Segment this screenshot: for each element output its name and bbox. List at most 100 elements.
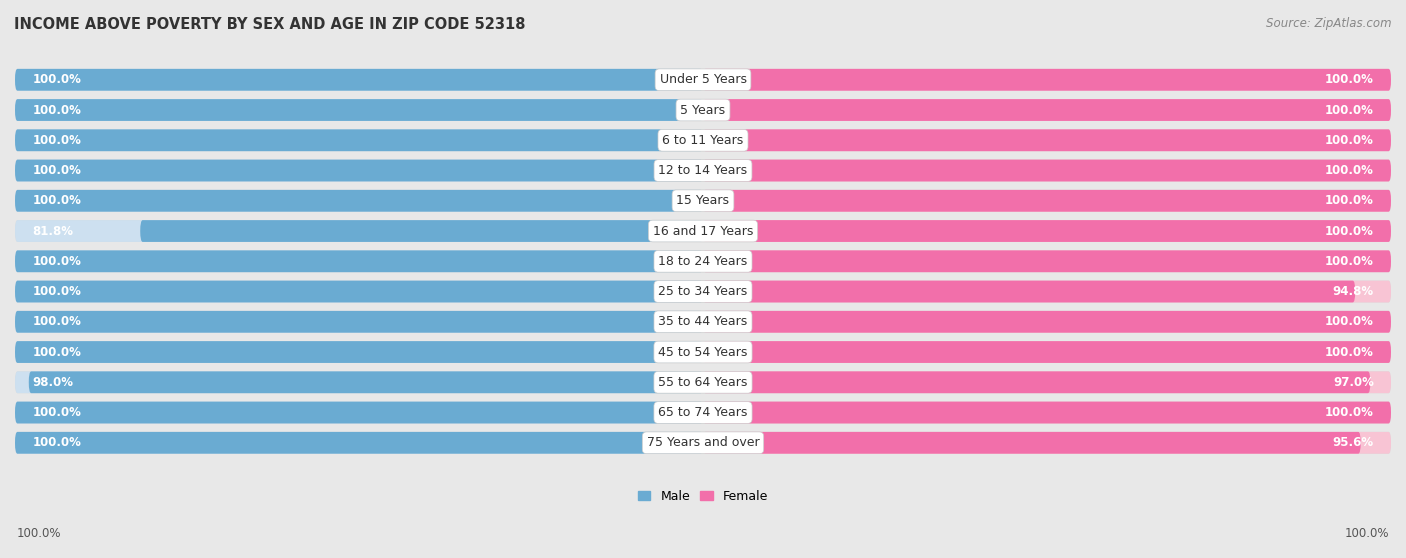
FancyBboxPatch shape [15, 402, 703, 424]
FancyBboxPatch shape [15, 190, 703, 211]
FancyBboxPatch shape [703, 432, 1391, 454]
FancyBboxPatch shape [703, 69, 1391, 90]
FancyBboxPatch shape [703, 311, 1391, 333]
FancyBboxPatch shape [15, 251, 703, 272]
Text: 100.0%: 100.0% [1324, 134, 1374, 147]
Text: 100.0%: 100.0% [1324, 194, 1374, 207]
Legend: Male, Female: Male, Female [633, 485, 773, 508]
Text: 100.0%: 100.0% [1324, 315, 1374, 328]
FancyBboxPatch shape [703, 129, 1391, 151]
Text: 98.0%: 98.0% [32, 376, 73, 389]
FancyBboxPatch shape [703, 432, 1361, 454]
FancyBboxPatch shape [15, 311, 703, 333]
FancyBboxPatch shape [703, 341, 1391, 363]
Text: 45 to 54 Years: 45 to 54 Years [658, 345, 748, 359]
Text: 100.0%: 100.0% [32, 315, 82, 328]
Text: 100.0%: 100.0% [1344, 527, 1389, 540]
FancyBboxPatch shape [15, 341, 703, 363]
FancyBboxPatch shape [15, 160, 703, 181]
FancyBboxPatch shape [15, 432, 703, 454]
Text: Under 5 Years: Under 5 Years [659, 73, 747, 86]
FancyBboxPatch shape [703, 372, 1371, 393]
Text: Source: ZipAtlas.com: Source: ZipAtlas.com [1267, 17, 1392, 30]
Text: 100.0%: 100.0% [1324, 224, 1374, 238]
FancyBboxPatch shape [15, 341, 1391, 363]
FancyBboxPatch shape [15, 160, 1391, 181]
FancyBboxPatch shape [703, 160, 1391, 181]
FancyBboxPatch shape [15, 372, 703, 393]
Text: 16 and 17 Years: 16 and 17 Years [652, 224, 754, 238]
Text: 100.0%: 100.0% [32, 345, 82, 359]
FancyBboxPatch shape [703, 372, 1391, 393]
Text: 25 to 34 Years: 25 to 34 Years [658, 285, 748, 298]
FancyBboxPatch shape [15, 99, 1391, 121]
Text: 65 to 74 Years: 65 to 74 Years [658, 406, 748, 419]
Text: 100.0%: 100.0% [32, 194, 82, 207]
FancyBboxPatch shape [141, 220, 703, 242]
Text: 97.0%: 97.0% [1333, 376, 1374, 389]
Text: 100.0%: 100.0% [1324, 345, 1374, 359]
FancyBboxPatch shape [703, 251, 1391, 272]
FancyBboxPatch shape [15, 129, 1391, 151]
Text: 6 to 11 Years: 6 to 11 Years [662, 134, 744, 147]
FancyBboxPatch shape [703, 251, 1391, 272]
FancyBboxPatch shape [703, 281, 1391, 302]
Text: 100.0%: 100.0% [32, 285, 82, 298]
FancyBboxPatch shape [15, 69, 1391, 90]
FancyBboxPatch shape [703, 99, 1391, 121]
FancyBboxPatch shape [703, 129, 1391, 151]
FancyBboxPatch shape [15, 432, 703, 454]
Text: 100.0%: 100.0% [17, 527, 62, 540]
Text: 35 to 44 Years: 35 to 44 Years [658, 315, 748, 328]
Text: 5 Years: 5 Years [681, 104, 725, 117]
Text: 100.0%: 100.0% [32, 164, 82, 177]
FancyBboxPatch shape [703, 160, 1391, 181]
FancyBboxPatch shape [15, 251, 1391, 272]
Text: 100.0%: 100.0% [32, 406, 82, 419]
Text: INCOME ABOVE POVERTY BY SEX AND AGE IN ZIP CODE 52318: INCOME ABOVE POVERTY BY SEX AND AGE IN Z… [14, 17, 526, 32]
FancyBboxPatch shape [703, 69, 1391, 90]
FancyBboxPatch shape [15, 311, 1391, 333]
Text: 100.0%: 100.0% [32, 134, 82, 147]
Text: 100.0%: 100.0% [1324, 104, 1374, 117]
FancyBboxPatch shape [703, 402, 1391, 424]
FancyBboxPatch shape [15, 281, 703, 302]
FancyBboxPatch shape [15, 220, 1391, 242]
Text: 100.0%: 100.0% [32, 436, 82, 449]
FancyBboxPatch shape [15, 251, 703, 272]
FancyBboxPatch shape [703, 311, 1391, 333]
FancyBboxPatch shape [703, 99, 1391, 121]
Text: 81.8%: 81.8% [32, 224, 73, 238]
FancyBboxPatch shape [703, 190, 1391, 211]
FancyBboxPatch shape [703, 281, 1355, 302]
Text: 95.6%: 95.6% [1333, 436, 1374, 449]
FancyBboxPatch shape [15, 311, 703, 333]
FancyBboxPatch shape [703, 341, 1391, 363]
FancyBboxPatch shape [15, 99, 703, 121]
Text: 100.0%: 100.0% [1324, 255, 1374, 268]
Text: 75 Years and over: 75 Years and over [647, 436, 759, 449]
FancyBboxPatch shape [15, 341, 703, 363]
Text: 12 to 14 Years: 12 to 14 Years [658, 164, 748, 177]
FancyBboxPatch shape [703, 402, 1391, 424]
FancyBboxPatch shape [15, 69, 703, 90]
Text: 100.0%: 100.0% [32, 73, 82, 86]
FancyBboxPatch shape [15, 432, 1391, 454]
FancyBboxPatch shape [703, 190, 1391, 211]
FancyBboxPatch shape [15, 129, 703, 151]
FancyBboxPatch shape [15, 372, 1391, 393]
FancyBboxPatch shape [15, 190, 1391, 211]
FancyBboxPatch shape [15, 69, 703, 90]
Text: 94.8%: 94.8% [1333, 285, 1374, 298]
FancyBboxPatch shape [15, 220, 703, 242]
Text: 55 to 64 Years: 55 to 64 Years [658, 376, 748, 389]
FancyBboxPatch shape [703, 220, 1391, 242]
FancyBboxPatch shape [28, 372, 703, 393]
Text: 100.0%: 100.0% [1324, 164, 1374, 177]
Text: 100.0%: 100.0% [1324, 73, 1374, 86]
FancyBboxPatch shape [15, 281, 703, 302]
FancyBboxPatch shape [15, 402, 1391, 424]
FancyBboxPatch shape [15, 99, 703, 121]
FancyBboxPatch shape [15, 190, 703, 211]
Text: 100.0%: 100.0% [32, 104, 82, 117]
